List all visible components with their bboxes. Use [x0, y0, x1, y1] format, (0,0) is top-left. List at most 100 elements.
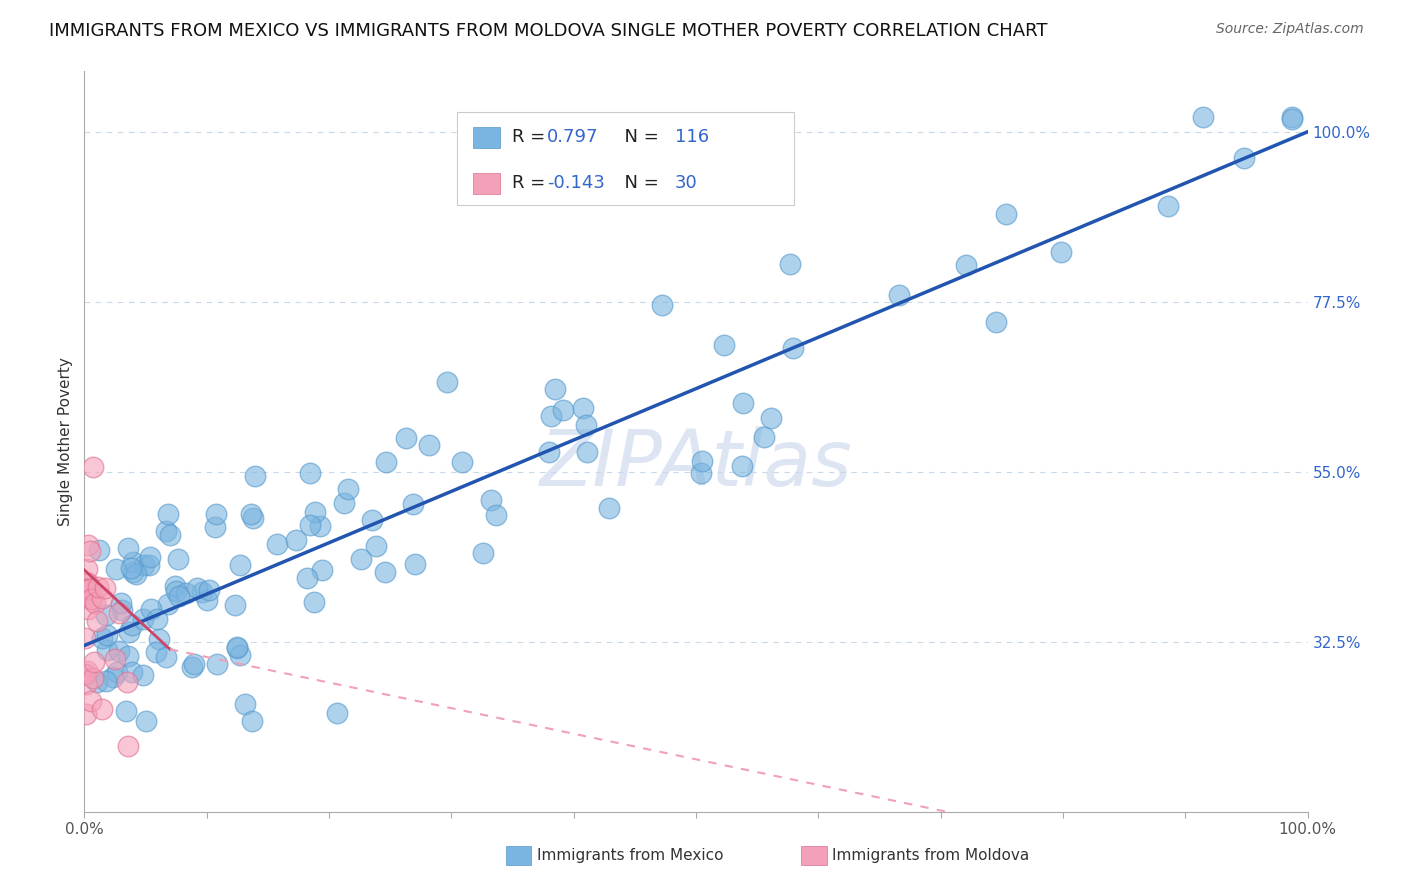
Point: [299, 466, 322, 480]
Point: [374, 454, 396, 468]
Point: [86, 675, 108, 690]
Point: [104, 562, 127, 576]
Point: [174, 585, 197, 599]
Point: [782, 341, 804, 355]
Point: [229, 558, 252, 572]
Text: Immigrants from Moldova: Immigrants from Moldova: [832, 848, 1029, 863]
Point: [197, 582, 219, 597]
Point: [485, 508, 508, 523]
Point: [553, 403, 575, 417]
Point: [87, 543, 110, 558]
Point: [233, 697, 256, 711]
Point: [1050, 244, 1073, 259]
Point: [117, 739, 139, 753]
Point: [76, 665, 98, 679]
Point: [304, 505, 326, 519]
Point: [226, 640, 249, 655]
Point: [986, 315, 1008, 329]
Point: [80, 591, 103, 606]
Point: [94, 581, 117, 595]
Point: [1281, 112, 1303, 126]
Point: [121, 618, 143, 632]
Point: [73, 667, 96, 681]
Point: [83, 595, 105, 609]
Point: [240, 714, 263, 728]
Text: N =: N =: [613, 174, 664, 192]
Point: [121, 555, 143, 569]
Point: [75, 582, 97, 597]
Point: [955, 258, 977, 272]
Point: [402, 497, 425, 511]
Point: [544, 383, 567, 397]
Point: [754, 430, 776, 444]
Text: Source: ZipAtlas.com: Source: ZipAtlas.com: [1216, 22, 1364, 37]
Point: [436, 375, 458, 389]
Point: [94, 608, 117, 623]
Text: 30: 30: [675, 174, 697, 192]
Bar: [474, 173, 501, 194]
Point: [77, 577, 100, 591]
Point: [651, 298, 673, 312]
Point: [229, 648, 252, 663]
Point: [96, 643, 118, 657]
Point: [243, 468, 266, 483]
Point: [167, 552, 190, 566]
Text: N =: N =: [613, 128, 664, 146]
Point: [108, 644, 131, 658]
Point: [540, 409, 562, 423]
Text: 116: 116: [675, 128, 709, 146]
FancyBboxPatch shape: [457, 112, 794, 204]
Point: [598, 501, 620, 516]
Point: [418, 438, 440, 452]
Text: 0.797: 0.797: [547, 128, 598, 146]
Point: [139, 549, 162, 564]
Point: [1192, 110, 1215, 124]
Point: [1233, 151, 1256, 165]
Point: [183, 657, 205, 671]
Point: [779, 257, 801, 271]
Point: [165, 578, 187, 592]
Point: [325, 706, 347, 720]
Point: [713, 338, 735, 352]
Point: [108, 607, 131, 621]
Point: [132, 612, 155, 626]
Point: [110, 597, 132, 611]
Point: [395, 431, 418, 445]
Point: [134, 558, 156, 572]
Point: [333, 495, 356, 509]
Point: [298, 518, 321, 533]
Text: R =: R =: [513, 128, 551, 146]
Point: [91, 631, 114, 645]
Point: [205, 657, 228, 672]
Point: [76, 561, 98, 575]
Point: [159, 528, 181, 542]
Point: [138, 558, 160, 573]
Point: [96, 674, 118, 689]
Point: [145, 644, 167, 658]
Point: [197, 592, 219, 607]
Point: [690, 454, 713, 468]
Point: [889, 288, 911, 302]
Point: [148, 632, 170, 646]
Point: [83, 655, 105, 669]
Point: [239, 507, 262, 521]
Point: [157, 508, 180, 522]
Point: [180, 660, 202, 674]
Text: ZIPAtlas: ZIPAtlas: [540, 425, 852, 502]
Point: [76, 602, 98, 616]
Point: [96, 627, 118, 641]
Point: [266, 536, 288, 550]
Point: [135, 714, 157, 728]
Point: [205, 507, 228, 521]
Point: [82, 459, 104, 474]
Point: [111, 603, 134, 617]
Point: [690, 466, 713, 480]
Point: [79, 544, 101, 558]
Point: [309, 518, 332, 533]
Point: [104, 652, 127, 666]
Point: [91, 591, 114, 605]
Y-axis label: Single Mother Poverty: Single Mother Poverty: [58, 357, 73, 526]
Point: [1157, 199, 1180, 213]
Point: [366, 539, 388, 553]
Point: [451, 454, 474, 468]
